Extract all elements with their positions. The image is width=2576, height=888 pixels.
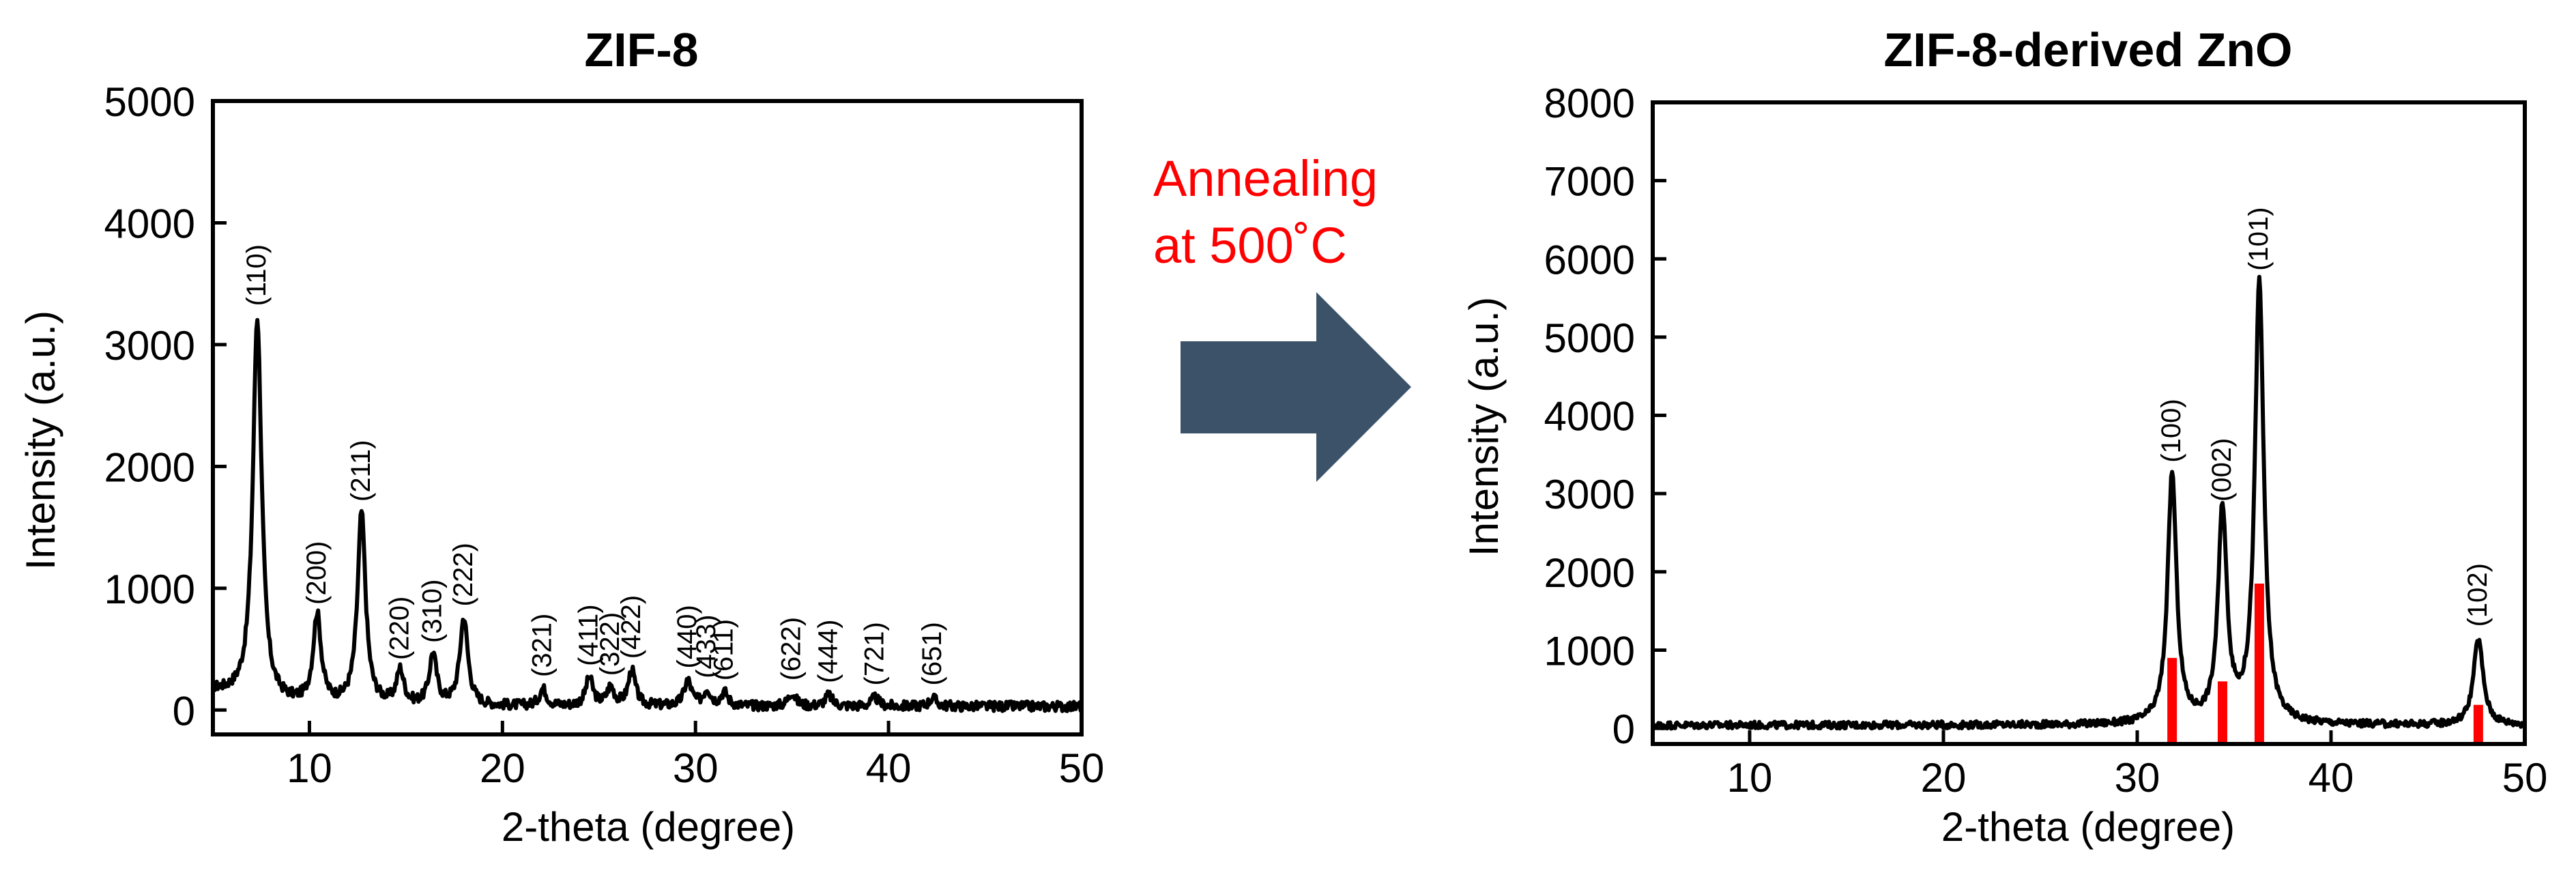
x-tick-label: 30 — [2115, 755, 2160, 801]
y-tick-label: 0 — [173, 688, 195, 734]
x-tick-label: 10 — [287, 745, 332, 791]
annealing-annotation: Annealing at 500˚C — [1153, 150, 1411, 482]
y-tick-label: 3000 — [104, 323, 195, 369]
axis-ticks: 0 1000 2000 3000 4000 5000 6000 7000 8000 10 20 30 4… — [1544, 81, 2548, 801]
peak-label: (220) — [384, 597, 414, 660]
reference-bar — [2217, 681, 2227, 744]
x-tick-label: 20 — [480, 745, 525, 791]
y-tick-label: 0 — [1612, 706, 1635, 752]
peak-label: (211) — [346, 440, 376, 502]
peak-label: (110) — [242, 244, 272, 306]
xrd-trace-zif8 — [212, 317, 1084, 713]
y-tick-label: 6000 — [1544, 237, 1635, 283]
x-tick-label: 10 — [1727, 755, 1773, 801]
reference-bar — [2473, 704, 2483, 744]
x-tick-label: 20 — [1921, 755, 1967, 801]
peak-label: (101) — [2244, 207, 2274, 270]
x-tick-label: 50 — [1059, 745, 1105, 791]
peak-label: (002) — [2207, 438, 2237, 502]
plot-frame — [211, 99, 1084, 736]
y-tick-label: 4000 — [1544, 394, 1635, 440]
annealing-label: Annealing — [1153, 150, 1378, 207]
xrd-trace-zno — [1651, 274, 2527, 731]
x-tick-label: 40 — [866, 745, 912, 791]
chart-title: ZIF-8-derived ZnO — [1884, 23, 2293, 76]
reference-bar — [2167, 657, 2177, 744]
peak-label: (651) — [917, 622, 947, 685]
y-tick-label: 4000 — [104, 201, 195, 246]
peak-labels: (110) (200) (211) (220) (310)(222) (321) (411)… — [242, 244, 947, 686]
chart-zno: ZIF-8-derived ZnO (100) (002) (101) (102) 0… — [1461, 23, 2547, 850]
x-tick-label: 50 — [2502, 755, 2548, 801]
peak-label: (200) — [302, 541, 332, 605]
x-tick-label: 40 — [2309, 755, 2354, 801]
peak-label: (622) — [777, 617, 807, 681]
peak-label: (433) — [691, 614, 721, 678]
peak-label: (321) — [527, 614, 558, 677]
plot-frame — [1651, 100, 2527, 746]
reference-bar — [2254, 584, 2264, 744]
y-tick-label: 1000 — [1544, 628, 1635, 674]
chart-title: ZIF-8 — [584, 23, 698, 76]
peak-label: (444) — [813, 620, 843, 683]
y-tick-label: 2000 — [1544, 550, 1635, 596]
x-axis-label: 2-theta (degree) — [1941, 804, 2235, 850]
annealing-temperature-label: at 500˚C — [1153, 217, 1347, 274]
axis-ticks: 0 1000 2000 3000 4000 5000 10 20 30 40 50 — [104, 79, 1105, 791]
y-tick-label: 1000 — [104, 567, 195, 612]
y-tick-label: 3000 — [1544, 472, 1635, 517]
peak-label: (422) — [616, 595, 646, 659]
y-tick-label: 2000 — [104, 444, 195, 490]
y-tick-label: 5000 — [104, 79, 195, 125]
y-tick-label: 8000 — [1544, 81, 1635, 126]
reference-bars — [2167, 584, 2483, 744]
peak-labels: (100) (002) (101) (102) — [2156, 207, 2493, 627]
peak-label: (222) — [448, 543, 478, 606]
y-tick-label: 5000 — [1544, 315, 1635, 361]
peak-label: (310) — [418, 579, 448, 643]
y-axis-label: Intensity (a.u.) — [18, 311, 63, 570]
peak-label: (440) — [672, 605, 702, 668]
x-axis-label: 2-theta (degree) — [502, 804, 795, 850]
peak-label: (611) — [709, 619, 739, 681]
y-tick-label: 7000 — [1544, 159, 1635, 205]
peak-label: (322) — [595, 612, 625, 676]
y-axis-label: Intensity (a.u.) — [1461, 297, 1507, 556]
peak-label: (411) — [574, 604, 604, 665]
chart-zif8: ZIF-8 (110) (200) (211) (220) (310)(222) (321… — [18, 23, 1104, 850]
peak-label: (721) — [859, 622, 889, 685]
process-arrow-icon — [1181, 292, 1411, 482]
x-tick-label: 30 — [673, 745, 719, 791]
peak-label: (102) — [2463, 563, 2493, 627]
peak-label: (100) — [2156, 399, 2186, 462]
